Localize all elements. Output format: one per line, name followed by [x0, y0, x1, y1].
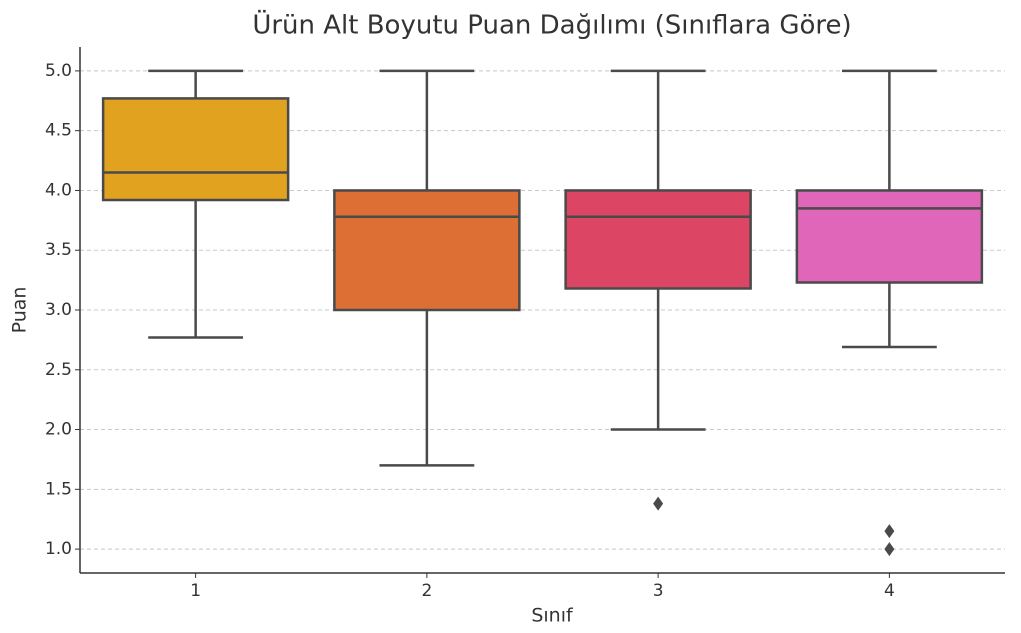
- box: [101, 97, 290, 202]
- y-tick-label: 2.5: [45, 360, 72, 380]
- y-tick-label: 3.5: [45, 240, 72, 260]
- y-tick-label: 3.0: [45, 300, 72, 320]
- y-tick-label: 5.0: [45, 61, 72, 81]
- chart-title: Ürün Alt Boyutu Puan Dağılımı (Sınıflara…: [252, 9, 851, 41]
- x-tick-label: 3: [653, 581, 664, 601]
- y-tick-label: 1.0: [45, 539, 72, 559]
- x-tick-label: 2: [421, 581, 432, 601]
- x-tick-label: 4: [884, 581, 895, 601]
- y-tick-label: 1.5: [45, 479, 72, 499]
- y-tick-label: 4.5: [45, 121, 72, 141]
- y-tick-label: 4.0: [45, 180, 72, 200]
- box: [795, 189, 984, 284]
- outlier: [653, 496, 664, 511]
- x-tick-label: 1: [190, 581, 201, 601]
- outlier: [884, 542, 895, 557]
- x-axis-label: Sınıf: [531, 605, 574, 627]
- y-tick-label: 2.0: [45, 420, 72, 440]
- box: [333, 189, 521, 312]
- box: [564, 189, 752, 290]
- y-axis-label: Puan: [9, 287, 31, 334]
- outlier: [884, 524, 895, 539]
